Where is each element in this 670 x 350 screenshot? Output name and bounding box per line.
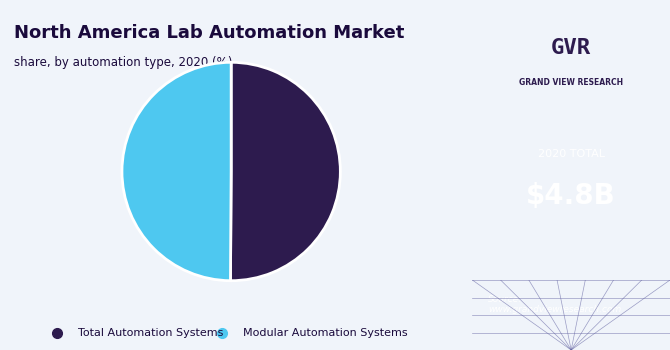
Text: GVR: GVR xyxy=(551,38,591,58)
Text: Modular Automation Systems: Modular Automation Systems xyxy=(243,328,408,337)
Wedge shape xyxy=(230,62,340,281)
Text: GRAND VIEW RESEARCH: GRAND VIEW RESEARCH xyxy=(519,78,623,87)
Wedge shape xyxy=(122,62,231,281)
Text: North America Lab Automation Market: North America Lab Automation Market xyxy=(14,25,405,42)
Text: Total Automation Systems: Total Automation Systems xyxy=(78,328,223,337)
Text: 2020 TOTAL: 2020 TOTAL xyxy=(537,149,604,159)
Text: Source:
www.grandviewresearch.com: Source: www.grandviewresearch.com xyxy=(488,295,621,314)
Text: $4.8B: $4.8B xyxy=(527,182,616,210)
Text: share, by automation type, 2020 (%): share, by automation type, 2020 (%) xyxy=(14,56,232,69)
